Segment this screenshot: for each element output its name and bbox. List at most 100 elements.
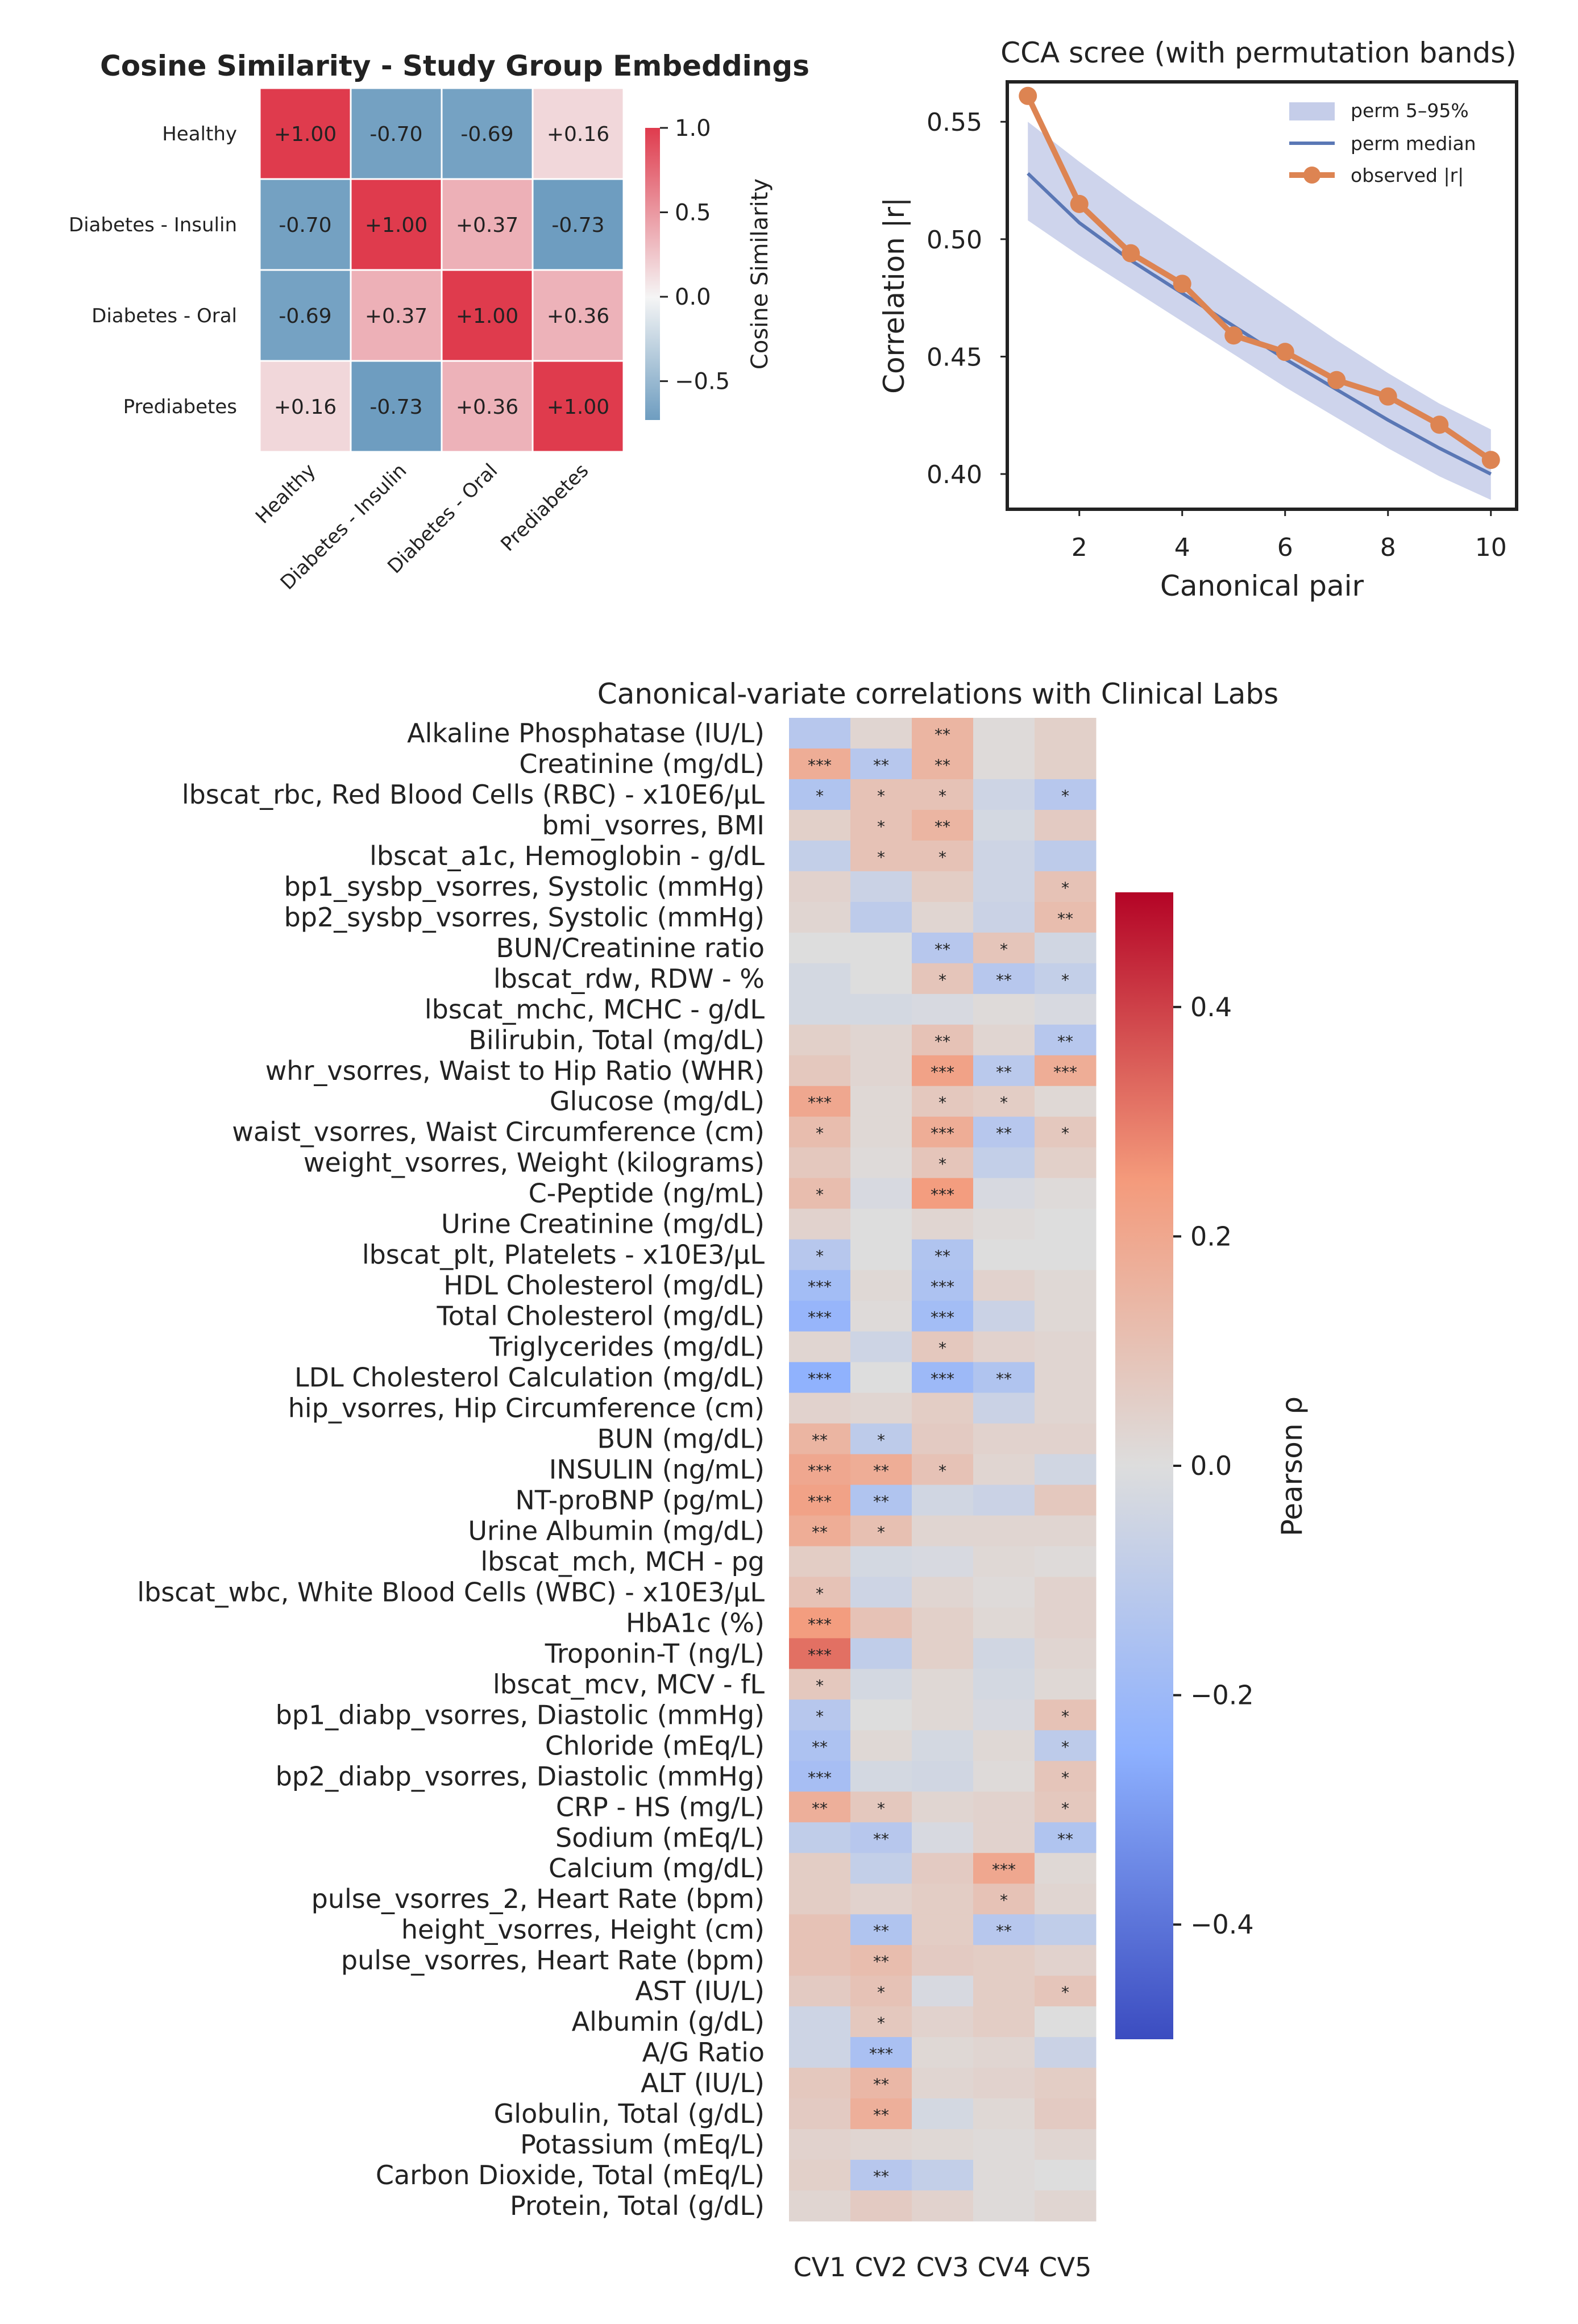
cv-row-label: bp2_diabp_vsorres, Diastolic (mmHg)	[276, 1761, 765, 1791]
cv-cell	[789, 1515, 851, 1546]
cv-cell	[789, 1362, 851, 1394]
observed-line	[1025, 94, 1493, 463]
cv-cell	[973, 718, 1035, 749]
cv-cell	[850, 1208, 912, 1240]
cv-cell	[912, 1669, 974, 1700]
cv-cell	[789, 2006, 851, 2038]
cv-cell-significance: *	[1061, 879, 1069, 897]
cv-cell-significance: **	[873, 756, 889, 775]
cosine-cell	[350, 269, 443, 362]
cv-cell	[912, 2006, 974, 2038]
cosine-colorbar-tick-label: 0.0	[675, 284, 711, 310]
cosine-row-labels: Healthy Diabetes - Insulin Diabetes - Oral…	[69, 123, 237, 418]
cv-cell	[973, 1270, 1035, 1302]
cv-cell	[912, 1485, 974, 1516]
cv-cell-significance: *	[816, 1186, 824, 1204]
cv-cell	[1035, 1116, 1097, 1148]
cosine-cell-label: +0.36	[456, 396, 518, 419]
cv-row-label: Calcium (mg/dL)	[549, 1853, 765, 1884]
cv-cell	[1035, 901, 1097, 933]
cv-cell	[973, 2160, 1035, 2191]
observed-point	[1430, 415, 1449, 434]
cosine-row-label: Prediabetes	[123, 396, 237, 418]
cv-col-label: CV1	[794, 2252, 846, 2283]
cv-cell	[850, 1699, 912, 1731]
cv-heatmap-title: Canonical-variate correlations with Clin…	[597, 677, 1278, 710]
cv-cell	[850, 1853, 912, 1884]
cv-cell	[850, 1485, 912, 1516]
cv-cell-significance: ***	[992, 1860, 1016, 1879]
cv-cell-significance: *	[877, 817, 885, 836]
cv-cell-significance: **	[873, 1830, 889, 1848]
cv-cell	[912, 1699, 974, 1731]
scree-plot-frame	[1006, 80, 1518, 511]
cv-cell-significance: ***	[1053, 1063, 1077, 1082]
cv-cell-significance: **	[996, 971, 1012, 990]
cosine-heatmap-title: Cosine Similarity - Study Group Embeddin…	[100, 49, 809, 82]
cv-cell	[789, 1669, 851, 1700]
cv-cell	[1035, 1454, 1097, 1485]
cv-cell-significance: *	[939, 1462, 946, 1481]
cv-row-label: BUN (mg/dL)	[597, 1424, 765, 1454]
cv-cell	[789, 871, 851, 903]
cosine-cell	[259, 360, 352, 453]
cv-cell	[789, 2160, 851, 2191]
cv-cell	[789, 1761, 851, 1792]
cosine-colorbar	[645, 128, 660, 420]
cv-cell	[973, 1239, 1035, 1271]
legend-band-label: perm 5–95%	[1351, 99, 1469, 122]
cv-cell	[789, 1853, 851, 1884]
cv-cell	[1035, 2006, 1097, 2038]
cv-cell	[1035, 748, 1097, 780]
cv-cell-significance: **	[935, 1032, 950, 1051]
cv-cell	[789, 1485, 851, 1516]
cv-cell	[850, 718, 912, 749]
cv-cell	[789, 1822, 851, 1853]
cv-cell	[850, 932, 912, 964]
cv-cell	[973, 1515, 1035, 1546]
cv-row-label: weight_vsorres, Weight (kilograms)	[304, 1148, 765, 1178]
cv-row-label: bp2_sysbp_vsorres, Systolic (mmHg)	[284, 902, 765, 933]
cv-col-label: CV4	[978, 2252, 1031, 2283]
scree-x-tick-label: 10	[1475, 533, 1507, 562]
cv-col-label: CV3	[916, 2252, 969, 2283]
cv-cell-significance: *	[877, 1431, 885, 1450]
cv-cell	[973, 1730, 1035, 1761]
cv-heatmap-panel: Canonical-variate correlations with Clin…	[137, 677, 1309, 2283]
cv-cell	[1035, 1638, 1097, 1669]
cv-cell	[850, 1331, 912, 1363]
cv-cell	[850, 2129, 912, 2160]
cv-cell	[912, 1270, 974, 1302]
cv-cell	[1035, 718, 1097, 749]
cv-cell-significance: *	[939, 848, 946, 867]
cv-cell	[850, 1454, 912, 1485]
cv-row-label: lbscat_a1c, Hemoglobin - g/dL	[369, 841, 765, 871]
cv-cell	[1035, 2190, 1097, 2222]
cv-cell	[973, 1362, 1035, 1394]
cv-cell	[1035, 1976, 1097, 2007]
cv-cell	[912, 1454, 974, 1485]
cv-row-label: height_vsorres, Height (cm)	[401, 1914, 765, 1945]
cv-row-label: whr_vsorres, Waist to Hip Ratio (WHR)	[265, 1055, 765, 1086]
scree-y-tick-label: 0.55	[927, 108, 982, 137]
cv-cell	[1035, 1699, 1097, 1731]
cv-cell	[850, 1638, 912, 1669]
cv-row-label: AST (IU/L)	[635, 1976, 765, 2006]
cosine-cell-label: +0.37	[456, 214, 518, 237]
cv-cell-significance: **	[1057, 909, 1073, 928]
cv-cell	[973, 1577, 1035, 1608]
cv-row-label: waist_vsorres, Waist Circumference (cm)	[232, 1117, 765, 1148]
cv-row-label: lbscat_wbc, White Blood Cells (WBC) - x1…	[137, 1577, 765, 1607]
cv-cell-significance: *	[877, 1983, 885, 2002]
cv-cell	[973, 1976, 1035, 2007]
cv-cell	[789, 1392, 851, 1424]
cv-cell	[850, 1147, 912, 1179]
cv-row-label: Chloride (mEq/L)	[545, 1730, 765, 1761]
cv-cell	[912, 840, 974, 872]
cv-cell	[1035, 1730, 1097, 1761]
cv-cell	[912, 1239, 974, 1271]
cv-row-label: pulse_vsorres_2, Heart Rate (bpm)	[312, 1884, 765, 1914]
cv-cell-significance: *	[1061, 971, 1069, 990]
cv-cell-significance: *	[816, 1124, 824, 1143]
cv-cell	[973, 1945, 1035, 1976]
